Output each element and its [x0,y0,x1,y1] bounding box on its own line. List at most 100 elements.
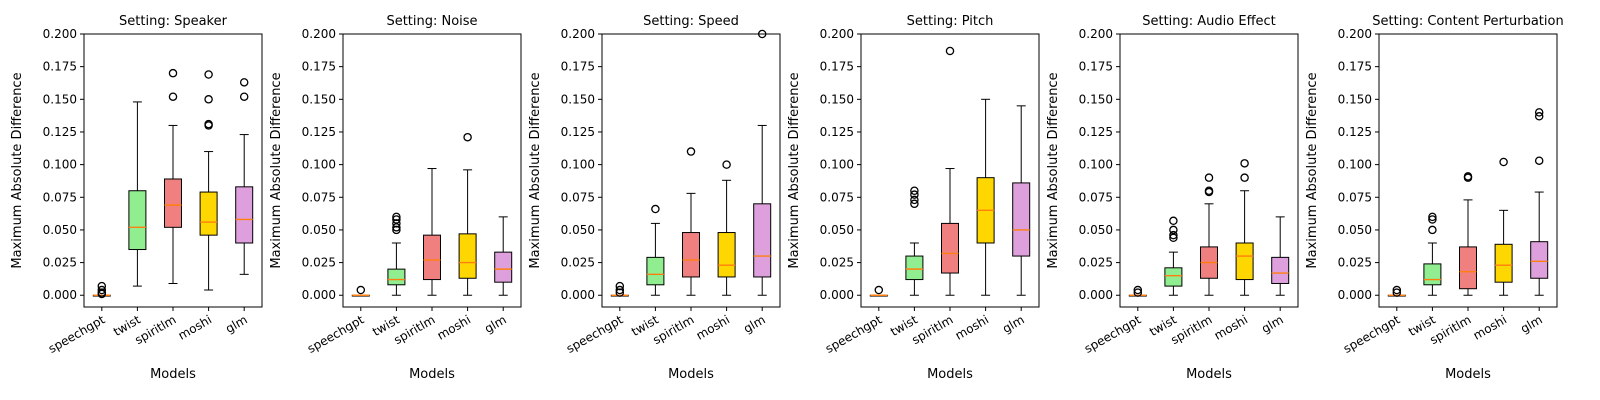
flier [615,281,625,291]
y-tick-label: 0.200 [43,27,77,41]
y-tick-label: 0.050 [561,223,595,237]
panel-title: Setting: Speaker [119,14,228,29]
box-spiritlm [1459,172,1477,296]
panel-2: Setting: Noise 0.000 0.025 0.050 0.075 0.100 0… [269,14,522,382]
box-moshi [199,70,218,291]
plot-frame [1378,33,1558,308]
y-tick-label: 0.125 [302,125,336,139]
y-tick-label: 0.025 [561,256,595,270]
y-tick-label: 0.175 [561,60,595,74]
x-axis-label: Models [1186,367,1232,382]
panel-3: Setting: Speed 0.000 0.025 0.050 0.075 0.100 0… [528,14,781,382]
box-spiritlm [423,168,441,296]
y-tick-label: 0.175 [820,60,854,74]
flier [686,147,696,156]
y-tick-label: 0.150 [820,92,854,106]
y-tick-label: 0.050 [1079,223,1113,237]
y-tick-label: 0.050 [820,223,854,237]
y-tick-label: 0.000 [43,288,77,302]
y-axis-label: Maximum Absolute Difference [10,72,25,268]
flier [1133,288,1143,297]
box-body [423,234,441,281]
panel-5: Setting: Audio Effect 0.000 0.025 0.050 0.07… [1046,14,1299,382]
flier [722,160,731,169]
y-tick-label: 0.025 [820,256,854,270]
flier [1534,108,1544,117]
y-tick-label: 0.125 [43,125,77,139]
flier [910,186,919,195]
y-tick-label: 0.000 [820,288,854,302]
flier [1204,173,1214,182]
y-tick-label: 0.150 [1338,92,1372,106]
box-body [458,233,477,279]
plot-frame [601,33,781,308]
y-tick-label: 0.125 [1079,125,1113,139]
flier [615,285,625,295]
flier [1463,172,1473,181]
flier [1169,230,1178,240]
x-tick-label: spiritlm [132,312,178,347]
flier [392,219,401,228]
x-axis-label: Models [150,367,196,382]
box-body [682,232,700,278]
x-axis-label: Models [409,367,455,382]
box-spiritlm [941,46,959,296]
box-body [199,191,218,236]
x-tick-label: speechgpt [1341,312,1403,356]
x-tick-label: moshi [1471,312,1509,342]
box-speechgpt [1387,285,1406,297]
flier [910,195,919,205]
x-tick-label: spiritlm [909,312,955,347]
x-tick-label: glm [1518,312,1545,335]
y-tick-label: 0.100 [1338,158,1372,172]
box-body [1494,243,1513,283]
flier [1392,285,1402,295]
y-tick-label: 0.175 [1338,60,1372,74]
box-twist [1164,216,1183,296]
y-axis-label: Maximum Absolute Difference [269,72,284,268]
box-body [1164,267,1183,287]
flier [1240,173,1249,182]
x-axis-label: Models [927,367,973,382]
y-tick-label: 0.025 [43,256,77,270]
y-tick-label: 0.150 [561,92,595,106]
x-tick-label: glm [482,312,509,335]
box-glm [1012,105,1031,296]
panel-title: Setting: Pitch [907,14,994,29]
flier [239,78,249,87]
box-twist [646,204,665,296]
box-body [128,190,147,251]
box-twist [1423,212,1442,296]
flier [239,92,249,101]
flier [392,212,401,222]
y-tick-label: 0.200 [1338,27,1372,41]
box-moshi [458,132,477,296]
box-glm [235,78,254,275]
flier [204,95,213,104]
x-tick-label: speechgpt [1082,312,1144,356]
y-tick-label: 0.100 [561,158,595,172]
flier [97,285,107,295]
y-tick-label: 0.100 [302,158,336,172]
y-tick-label: 0.050 [302,223,336,237]
y-axis-label: Maximum Absolute Difference [528,72,543,268]
flier [356,285,366,295]
x-tick-label: moshi [694,312,732,342]
box-body [235,186,254,244]
flier [874,285,884,295]
y-tick-label: 0.000 [302,288,336,302]
flier [463,132,472,142]
y-tick-label: 0.075 [43,190,77,204]
flier [1428,215,1437,224]
box-twist [128,101,147,287]
flier [1428,225,1437,235]
box-body [1459,246,1477,290]
box-moshi [717,160,736,296]
box-speechgpt [1128,285,1147,297]
y-tick-label: 0.075 [1079,190,1113,204]
flier [910,199,919,209]
flier [168,92,178,101]
box-speechgpt [869,285,888,297]
x-tick-label: spiritlm [1427,312,1473,347]
